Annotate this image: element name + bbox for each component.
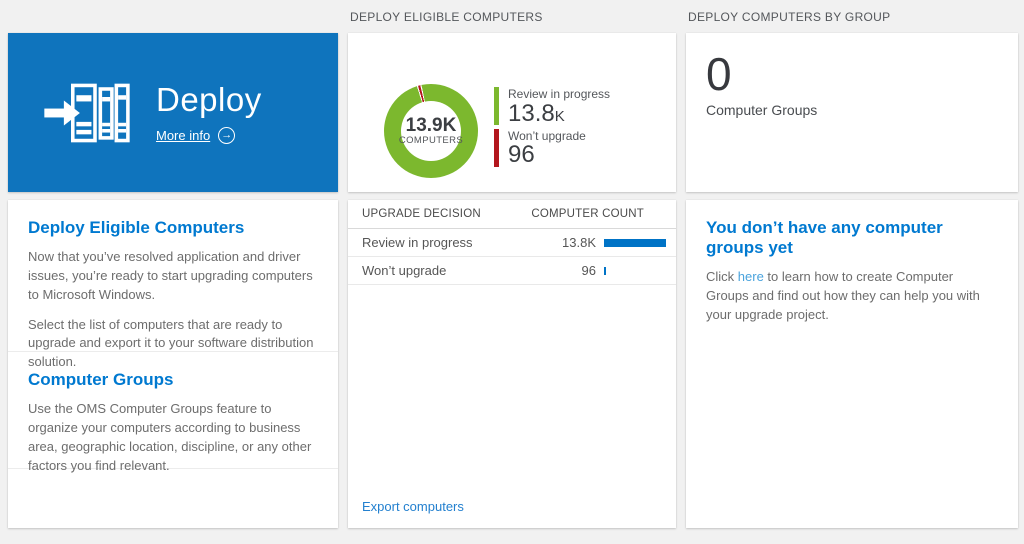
circle-arrow-icon[interactable]: → <box>218 127 236 144</box>
table-row[interactable]: Won’t upgrade 96 <box>348 257 676 285</box>
donut-chart[interactable]: 13.9K COMPUTERS <box>384 84 478 178</box>
export-computers-link[interactable]: Export computers <box>362 499 464 514</box>
count-bar <box>604 266 606 275</box>
donut-center: 13.9K COMPUTERS <box>398 101 464 161</box>
computer-groups-count: 0 <box>706 48 732 100</box>
no-groups-body: Click here to learn how to create Comput… <box>706 269 980 322</box>
deploy-tile[interactable]: Deploy More info → <box>8 33 338 192</box>
row-label: Won’t upgrade <box>362 263 447 278</box>
legend-label: Review in progress <box>508 87 611 102</box>
right-column-header: DEPLOY COMPUTERS BY GROUP <box>688 9 891 24</box>
eligible-computers-tile[interactable]: 13.9K COMPUTERS Review in progress 13.8K… <box>348 33 676 192</box>
middle-column-header: DEPLOY ELIGIBLE COMPUTERS <box>350 9 543 24</box>
legend-value: 96 <box>508 141 535 168</box>
section-heading: Deploy Eligible Computers <box>28 218 245 237</box>
legend-swatch <box>494 128 499 167</box>
donut-center-value: 13.9K <box>405 114 457 136</box>
computer-groups-label: Computer Groups <box>706 101 818 118</box>
dashboard: Deploy More info → Deploy Eligible Compu… <box>8 0 1018 528</box>
deploy-tile-title: Deploy <box>156 81 262 118</box>
legend-label: Won’t upgrade <box>508 128 586 143</box>
legend-item-wont-upgrade: Won’t upgrade 96 <box>494 128 610 168</box>
bar-track <box>604 238 668 247</box>
donut-legend: Review in progress 13.8K Won’t upgrade 9… <box>494 87 610 170</box>
deploy-icon <box>44 73 130 153</box>
more-info-link[interactable]: More info <box>156 128 211 143</box>
computer-groups-tile[interactable]: 0 Computer Groups <box>686 33 1018 192</box>
section-heading: Computer Groups <box>28 370 174 389</box>
deploy-info-card: Deploy Eligible Computers Now that you’v… <box>8 200 338 528</box>
table-header-row: UPGRADE DECISION COMPUTER COUNT <box>348 200 676 229</box>
no-groups-card: You don’t have any computer groups yet C… <box>686 200 1018 528</box>
section-paragraph: Now that you’ve resolved application and… <box>28 249 313 302</box>
section-deploy-eligible: Deploy Eligible Computers Now that you’v… <box>8 200 338 369</box>
column-deploy-eligible: DEPLOY ELIGIBLE COMPUTERS 13.9K COMPUTER… <box>348 0 676 528</box>
here-link[interactable]: here <box>737 269 764 284</box>
section-paragraph: Use the OMS Computer Groups feature to o… <box>28 401 312 473</box>
legend-item-review: Review in progress 13.8K <box>494 87 611 127</box>
donut-center-label: COMPUTERS <box>398 135 464 147</box>
column-header-upgrade-decision: UPGRADE DECISION <box>362 208 481 220</box>
section-paragraph: Select the list of computers that are re… <box>28 316 314 370</box>
deploy-tile-text: Deploy More info → <box>156 81 262 144</box>
legend-value: 13.8K <box>508 99 565 127</box>
column-deploy-by-group: DEPLOY COMPUTERS BY GROUP 0 Computer Gro… <box>686 0 1018 528</box>
upgrade-decision-table: UPGRADE DECISION COMPUTER COUNT Review i… <box>348 200 676 528</box>
column-header-computer-count: COMPUTER COUNT <box>531 208 644 220</box>
row-count: 13.8K <box>562 235 596 250</box>
table-row[interactable]: Review in progress 13.8K <box>348 229 676 257</box>
column-deploy-overview: Deploy More info → Deploy Eligible Compu… <box>8 0 338 528</box>
export-row: Export computers <box>348 498 676 528</box>
count-bar <box>604 238 666 247</box>
no-groups-heading: You don’t have any computer groups yet <box>706 218 943 257</box>
left-column-header <box>8 0 338 33</box>
section-computer-groups: Computer Groups Use the OMS Computer Gro… <box>8 352 338 473</box>
row-count: 96 <box>581 263 596 278</box>
bar-track <box>604 266 668 275</box>
legend-swatch <box>494 87 499 126</box>
row-label: Review in progress <box>362 235 473 250</box>
